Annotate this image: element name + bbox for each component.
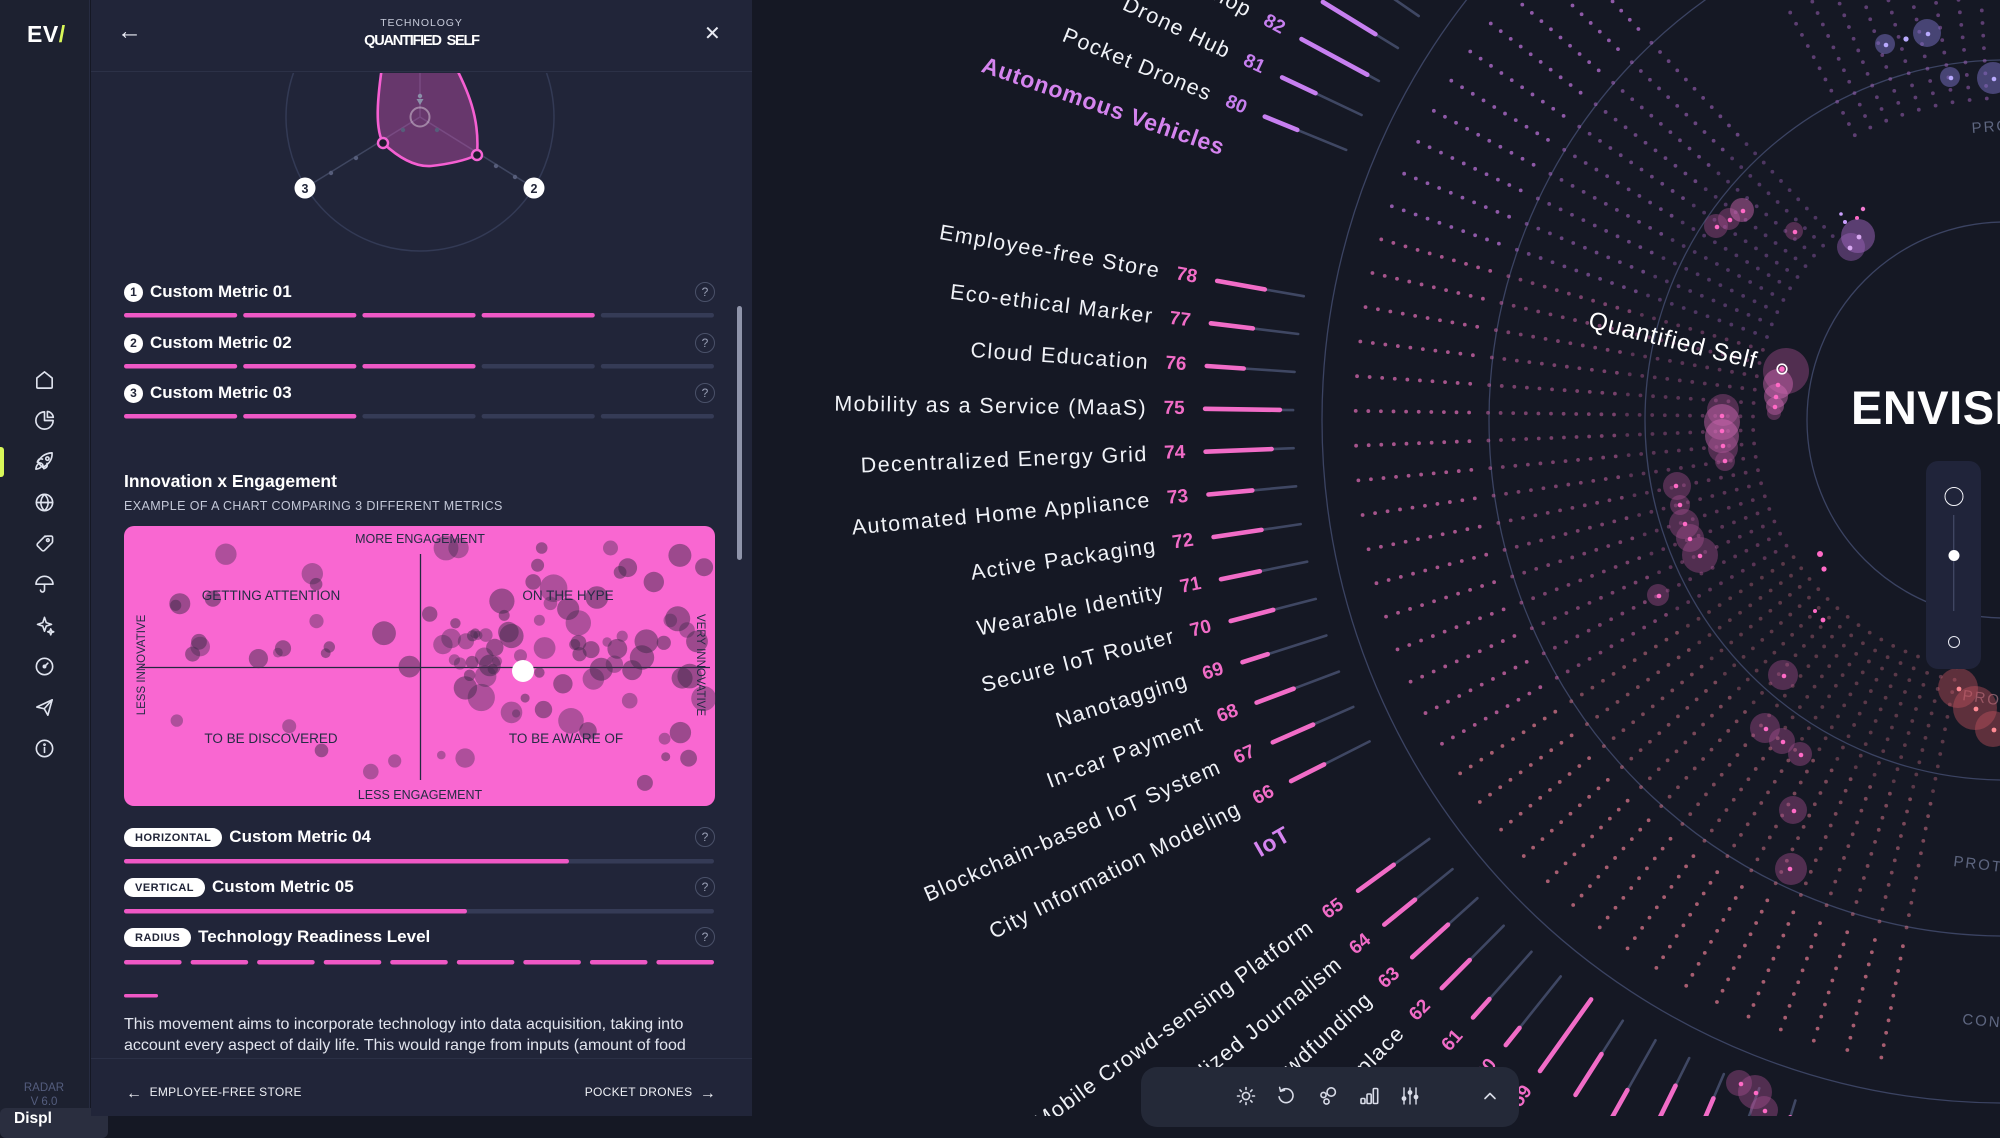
svg-text:Cloud Education: Cloud Education: [970, 338, 1150, 374]
svg-text:72: 72: [1171, 530, 1195, 554]
svg-text:Autonomous Vehicles: Autonomous Vehicles: [979, 52, 1229, 161]
svg-text:65: 65: [1318, 894, 1348, 924]
svg-text:PRODUCT: PRODUCT: [1971, 114, 2000, 137]
svg-text:76: 76: [1165, 353, 1188, 375]
svg-text:GETTING ATTENTION: GETTING ATTENTION: [202, 588, 341, 603]
svg-text:77: 77: [1168, 308, 1192, 331]
svg-text:74: 74: [1164, 442, 1186, 464]
svg-text:68: 68: [1214, 700, 1241, 727]
svg-text:MORE ENGAGEMENT: MORE ENGAGEMENT: [355, 532, 485, 546]
svg-text:71: 71: [1178, 573, 1203, 598]
svg-text:66: 66: [1249, 781, 1277, 809]
svg-text:CONCEPT: CONCEPT: [1962, 1011, 2000, 1036]
svg-text:TO BE DISCOVERED: TO BE DISCOVERED: [204, 731, 338, 746]
svg-text:70: 70: [1188, 616, 1214, 642]
svg-text:Employee-free Store: Employee-free Store: [938, 220, 1163, 282]
svg-text:67: 67: [1230, 741, 1258, 769]
svg-text:82: 82: [1260, 10, 1289, 39]
svg-text:IoT: IoT: [1250, 821, 1295, 862]
svg-text:73: 73: [1166, 486, 1189, 509]
svg-text:ON THE HYPE: ON THE HYPE: [522, 588, 613, 603]
svg-text:2: 2: [531, 182, 538, 196]
svg-text:64: 64: [1345, 929, 1375, 959]
svg-text:Automated Home Appliance: Automated Home Appliance: [851, 488, 1152, 540]
svg-text:Mobility as a Service (MaaS): Mobility as a Service (MaaS): [834, 392, 1147, 420]
svg-text:63: 63: [1374, 963, 1404, 993]
svg-text:LESS INNOVATIVE: LESS INNOVATIVE: [136, 614, 148, 715]
svg-text:PROTOTYPE: PROTOTYPE: [1953, 853, 2000, 883]
svg-text:Quantified Self: Quantified Self: [1586, 307, 1760, 375]
svg-text:Active Packaging: Active Packaging: [969, 534, 1158, 585]
svg-text:78: 78: [1174, 263, 1198, 287]
svg-text:LESS ENGAGEMENT: LESS ENGAGEMENT: [358, 788, 483, 802]
svg-text:Wearable Identity: Wearable Identity: [975, 579, 1167, 641]
svg-text:VERY INNOVATIVE: VERY INNOVATIVE: [694, 614, 706, 716]
svg-text:61: 61: [1438, 1025, 1468, 1055]
svg-text:75: 75: [1163, 398, 1185, 419]
svg-text:80: 80: [1222, 91, 1250, 118]
svg-text:3: 3: [302, 182, 309, 196]
svg-text:Decentralized Energy Grid: Decentralized Energy Grid: [860, 442, 1148, 478]
svg-text:69: 69: [1200, 658, 1227, 684]
svg-text:TO BE AWARE OF: TO BE AWARE OF: [509, 731, 623, 746]
svg-text:81: 81: [1240, 50, 1268, 78]
svg-text:62: 62: [1405, 995, 1435, 1025]
svg-text:Eco-ethical Marker: Eco-ethical Marker: [949, 280, 1155, 328]
